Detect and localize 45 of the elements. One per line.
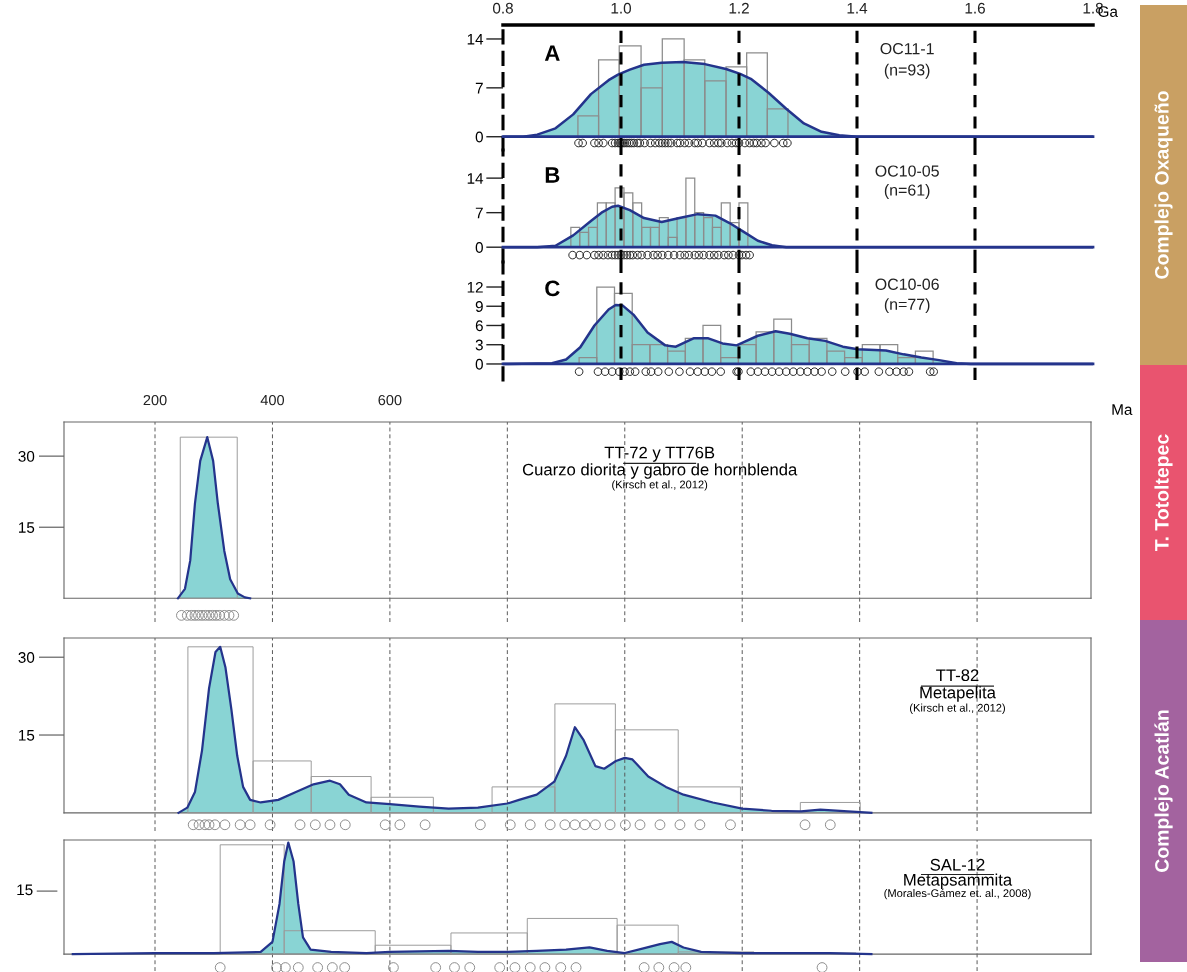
y-tick-label: 15 bbox=[19, 730, 35, 741]
text: C bbox=[545, 280, 560, 297]
annotation: (Kirsch et al., 2012) bbox=[910, 703, 1005, 714]
text: SAL-12 bbox=[930, 858, 985, 871]
y-tick-label: 15 bbox=[19, 522, 35, 533]
text: Cuarzo diorita y gabro de hornblenda bbox=[522, 463, 798, 479]
x-tick-label: 400 bbox=[260, 394, 285, 406]
x-tick-label: 0.8 bbox=[492, 2, 513, 14]
y-tick-label: 12 bbox=[467, 281, 483, 293]
annotation: OC10-05 bbox=[875, 165, 939, 177]
text: Metapsammita bbox=[904, 873, 1013, 890]
y-tick-label: 7 bbox=[475, 207, 483, 219]
y-tick-label: 0 bbox=[475, 131, 483, 143]
x-tick-label: 1.4 bbox=[847, 2, 868, 14]
category-label: Complejo Acatlán bbox=[1154, 710, 1173, 872]
y-tick-label: 3 bbox=[475, 339, 483, 351]
annotation: (Kirsch et al., 2012) bbox=[612, 480, 708, 491]
annotation: OC11-1 bbox=[880, 42, 934, 55]
annotation: OC10-06 bbox=[875, 278, 939, 290]
y-tick-label: 30 bbox=[18, 450, 35, 462]
y-tick-label: 0 bbox=[475, 242, 483, 253]
x-tick-label: 1.6 bbox=[965, 2, 985, 14]
text: Metapelita bbox=[920, 686, 996, 702]
y-tick-label: 30 bbox=[18, 652, 35, 663]
x-tick-label: 200 bbox=[143, 394, 167, 406]
y-tick-label: 7 bbox=[475, 82, 483, 94]
category-label: T. Totoltepec bbox=[1154, 434, 1173, 551]
y-tick-label: 6 bbox=[475, 320, 483, 332]
annotation: (n=93) bbox=[884, 63, 930, 79]
x-tick-label: 600 bbox=[378, 394, 402, 406]
category-label: Complejo Oxaqueño bbox=[1154, 91, 1173, 279]
x-tick-label: 1.0 bbox=[611, 2, 632, 14]
text: A bbox=[544, 45, 560, 61]
y-tick-label: 9 bbox=[475, 301, 483, 312]
y-tick-label: 14 bbox=[467, 33, 484, 45]
text: B bbox=[545, 167, 560, 183]
text: TT-82 bbox=[936, 669, 979, 682]
annotation: (Morales-Gámez et. al., 2008) bbox=[884, 888, 1031, 900]
y-tick-label: 0 bbox=[475, 358, 483, 370]
x-tick-label: 1.2 bbox=[729, 2, 749, 14]
text: TT-72 y TT76B bbox=[604, 446, 715, 462]
x-axis-title: Ma bbox=[1112, 404, 1133, 415]
annotation: (n=77) bbox=[884, 298, 930, 314]
annotation: (n=61) bbox=[884, 184, 930, 199]
y-tick-label: 14 bbox=[467, 173, 484, 184]
